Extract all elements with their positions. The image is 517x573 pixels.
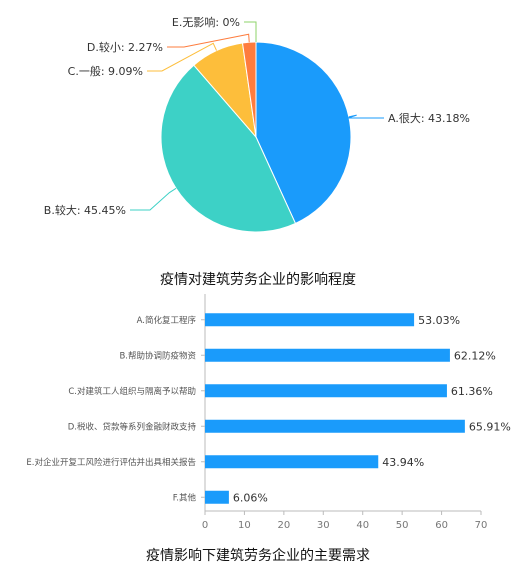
bar-value-label: 43.94% <box>382 456 424 469</box>
pie-leader-line <box>347 114 384 119</box>
x-tick-label: 20 <box>277 520 290 531</box>
bar-value-label: 65.91% <box>469 420 511 433</box>
bar <box>205 313 415 327</box>
bar-value-label: 53.03% <box>418 314 460 327</box>
category-label: C.对建筑工人组织与隔离予以帮助 <box>68 386 196 397</box>
bar <box>205 384 447 398</box>
bar-value-label: 62.12% <box>454 349 496 362</box>
x-tick-label: 50 <box>396 520 409 531</box>
pie-data-label: D.较小: 2.27% <box>87 40 163 54</box>
pie-leader-line <box>244 21 257 42</box>
bar <box>205 490 229 504</box>
pie-chart: A.很大: 43.18% B.较大: 45.45% C.一般: 9.09% D.较小:… <box>44 16 470 233</box>
bar <box>205 348 450 362</box>
pie-data-label: E.无影响: 0% <box>172 16 240 29</box>
pie-leader-line <box>167 33 250 48</box>
bar <box>205 419 465 433</box>
bar <box>205 455 379 469</box>
pie-data-label: C.一般: 9.09% <box>68 65 143 78</box>
category-label: B.帮助协调防疫物资 <box>119 350 196 361</box>
bar-value-label: 6.06% <box>233 491 268 504</box>
pie-leader-line <box>147 42 218 72</box>
x-tick-label: 60 <box>435 520 448 531</box>
category-label: E.对企业开复工风险进行评估并出具相关报告 <box>26 457 196 468</box>
pie-slice <box>160 64 297 233</box>
bar-caption: 疫情影响下建筑劳务企业的主要需求 <box>146 547 370 564</box>
x-tick-label: 70 <box>475 520 488 531</box>
bar-value-label: 61.36% <box>451 385 493 398</box>
pie-data-label: A.很大: 43.18% <box>388 111 470 125</box>
category-label: A.简化复工程序 <box>137 315 197 326</box>
x-tick-label: 10 <box>238 520 251 531</box>
x-tick-label: 30 <box>317 520 330 531</box>
pie-data-label: B.较大: 45.45% <box>44 203 126 217</box>
bar-chart: A.简化复工程序 53.03% B.帮助协调防疫物资 62.12% C.对建筑工人组织与… <box>26 294 511 531</box>
x-tick-label: 40 <box>356 520 369 531</box>
x-tick-label: 0 <box>202 520 208 531</box>
pie-leader-line <box>130 187 177 211</box>
category-label: F.其他 <box>173 492 197 503</box>
pie-caption: 疫情对建筑劳务企业的影响程度 <box>160 271 356 288</box>
pie-slice <box>255 41 352 225</box>
category-label: D.税收、贷款等系列金融财政支持 <box>68 421 197 432</box>
